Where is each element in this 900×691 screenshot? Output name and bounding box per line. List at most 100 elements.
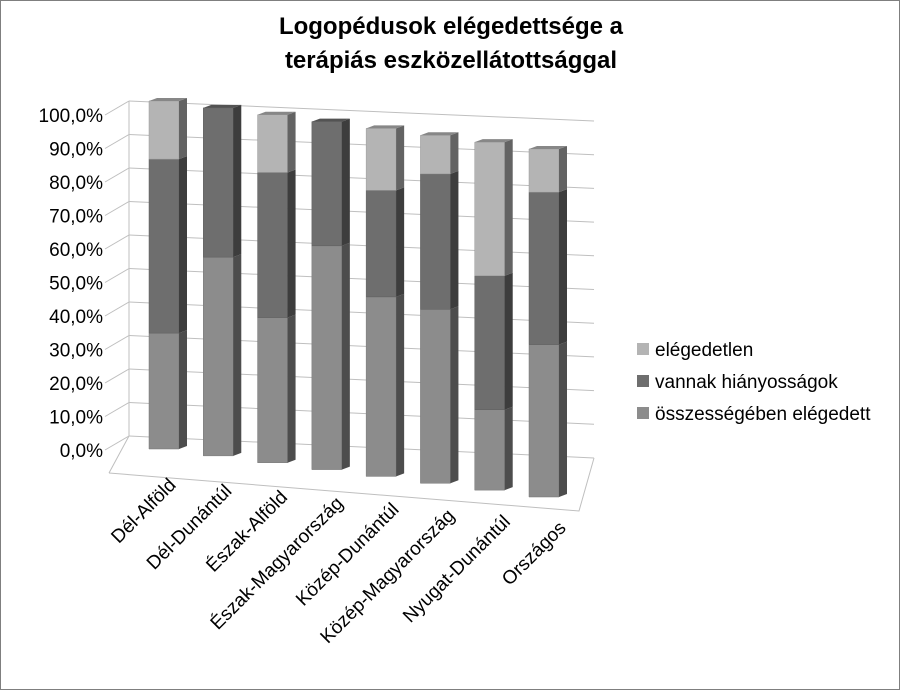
- x-category-label: Nyugat-Dunántúl: [399, 512, 515, 628]
- bar-segment: [257, 111, 296, 173]
- bar-segment: [203, 254, 242, 457]
- legend-item: vannak hiányosságok: [637, 372, 838, 393]
- bar-top: [203, 104, 242, 108]
- bar-front: [365, 190, 397, 298]
- bar-side: [179, 330, 187, 449]
- bar-front: [420, 135, 451, 175]
- gridline: [128, 402, 595, 425]
- legend-item: elégedetlen: [637, 340, 753, 361]
- y-tick-label: 0,0%: [60, 441, 103, 462]
- y-tick-label: 50,0%: [49, 274, 103, 295]
- bar-front: [148, 158, 180, 334]
- bar-side: [559, 146, 567, 193]
- legend-swatch: [637, 343, 649, 355]
- gridline: [128, 335, 595, 358]
- x-axis-categories: Dél-AlföldDél-DunántúlÉszak-AlföldÉszak-…: [107, 475, 570, 648]
- bar-front: [203, 107, 234, 258]
- bar-segment: [528, 189, 567, 345]
- bar-top: [149, 98, 187, 101]
- legend-label: vannak hiányosságok: [655, 372, 838, 393]
- tick-connector: [104, 201, 130, 216]
- y-tick-label: 90,0%: [49, 140, 103, 161]
- legend: elégedetlen vannak hiányosságok összességé…: [637, 340, 871, 425]
- legend-swatch: [637, 375, 649, 387]
- tick-connector: [104, 335, 130, 350]
- bar-stack: [311, 118, 350, 470]
- bar-front: [257, 172, 288, 318]
- bar-side: [450, 170, 459, 310]
- bar-stack: [420, 132, 459, 484]
- bar-front: [474, 409, 505, 491]
- bar-side: [287, 169, 296, 318]
- bar-side: [287, 111, 296, 173]
- bar-segment: [203, 104, 242, 258]
- y-tick-label: 70,0%: [49, 207, 103, 228]
- bar-segment: [528, 341, 567, 498]
- tick-connector: [104, 134, 130, 149]
- bar-top: [420, 132, 459, 136]
- bar-segment: [474, 406, 513, 491]
- bar-segment: [257, 169, 296, 318]
- gridline: [128, 201, 595, 223]
- y-tick-label: 100,0%: [39, 106, 104, 127]
- bar-segment: [365, 187, 405, 298]
- gridline: [128, 301, 595, 324]
- bar-front: [420, 173, 451, 310]
- y-tick-label: 40,0%: [49, 307, 103, 328]
- bar-stack: [148, 98, 187, 450]
- bar-segment: [148, 330, 187, 450]
- tick-connector: [104, 301, 130, 317]
- bar-segment: [528, 146, 567, 193]
- bar-side: [341, 118, 350, 246]
- y-tick-label: 80,0%: [49, 173, 103, 194]
- bar-top: [529, 146, 567, 149]
- bar-side: [504, 272, 513, 410]
- tick-connector: [104, 368, 130, 384]
- bar-front: [474, 141, 505, 277]
- legend-item: összességében elégedett: [637, 404, 871, 425]
- bar-side: [504, 139, 513, 276]
- bar-segment: [365, 125, 405, 191]
- bar-front: [148, 332, 180, 450]
- bar-segment: [148, 156, 187, 334]
- bar-segment: [420, 306, 459, 484]
- bar-front: [257, 114, 288, 173]
- bar-segment: [420, 132, 459, 175]
- bar-segment: [148, 98, 187, 160]
- gridline: [128, 368, 595, 392]
- bar-stack: [365, 125, 405, 477]
- y-tick-label: 10,0%: [49, 408, 103, 429]
- bar-front: [148, 100, 180, 160]
- bar-segment: [420, 170, 459, 310]
- gridline: [128, 134, 595, 156]
- bar-front: [528, 148, 560, 193]
- bar-segment: [474, 272, 513, 411]
- gridline: [128, 435, 595, 459]
- bar-stack: [257, 111, 296, 463]
- bar-side: [450, 132, 459, 174]
- bar-segment: [365, 293, 405, 477]
- bar-side: [504, 406, 513, 491]
- y-axis-ticks: 0,0% 10,0% 20,0% 30,0% 40,0% 50,0% 60,0% 70,0% 8…: [39, 106, 104, 462]
- legend-swatch: [637, 407, 649, 419]
- bar-segment: [311, 242, 350, 470]
- gridline: [128, 234, 595, 257]
- tick-connector: [104, 268, 130, 283]
- tick-connector: [104, 234, 130, 250]
- bar-segment: [474, 139, 513, 277]
- bar-stack: [528, 146, 567, 498]
- bar-front: [257, 317, 288, 463]
- y-tick-label: 30,0%: [49, 341, 103, 362]
- bar-top: [311, 118, 350, 122]
- bar-front: [420, 309, 451, 484]
- bar-side: [559, 189, 567, 345]
- bar-front: [311, 121, 343, 247]
- y-tick-label: 60,0%: [49, 240, 103, 261]
- bar-side: [233, 254, 242, 456]
- bar-top: [474, 139, 513, 143]
- bar-top: [366, 125, 405, 129]
- legend-label: összességében elégedett: [655, 404, 871, 425]
- bars: [148, 98, 567, 498]
